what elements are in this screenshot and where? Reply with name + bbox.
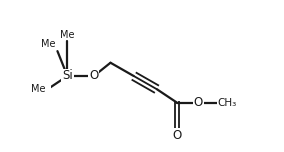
Text: O: O bbox=[89, 69, 99, 83]
Text: Me: Me bbox=[31, 84, 46, 94]
Text: O: O bbox=[172, 129, 181, 142]
Text: Me: Me bbox=[60, 29, 75, 40]
Text: Si: Si bbox=[62, 69, 73, 83]
Text: O: O bbox=[194, 96, 203, 109]
Text: Me: Me bbox=[41, 40, 56, 49]
Text: CH₃: CH₃ bbox=[218, 98, 237, 107]
